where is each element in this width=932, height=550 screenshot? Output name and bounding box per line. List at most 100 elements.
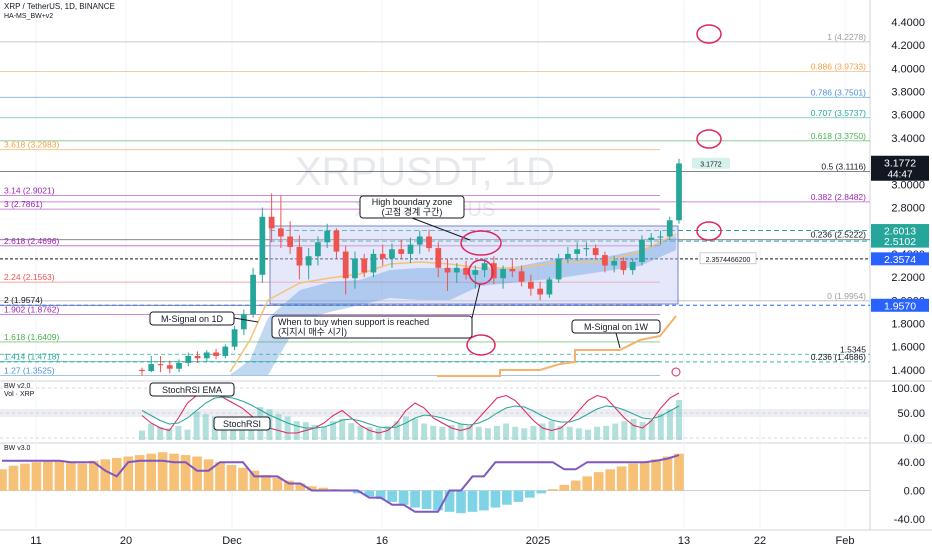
candle-body <box>592 248 599 256</box>
candle-body <box>629 262 636 271</box>
candle-body <box>389 249 395 259</box>
bw-bar <box>31 462 42 491</box>
candle-body <box>333 230 340 252</box>
fib-left-label: 1.27 (1.3525) <box>4 365 55 375</box>
msignal-1w-line <box>437 315 677 377</box>
volume-bar <box>439 426 446 440</box>
stoch-y-tick: 50.00 <box>897 408 925 420</box>
volume-bar <box>202 414 209 440</box>
bw-bar <box>525 490 535 498</box>
axes-layer: 4.40004.20004.00003.80003.60003.40003.20… <box>30 17 929 547</box>
volume-bar <box>302 422 309 440</box>
bw-bar <box>616 466 627 491</box>
bw-bar <box>54 460 65 491</box>
fib-left-label: 2.618 (2.4696) <box>4 236 59 246</box>
fib-right-label: 0 (1.9954) <box>827 291 866 301</box>
stoch-series-1 <box>141 396 680 429</box>
bw-y-tick: -40.00 <box>894 514 925 526</box>
candle-body <box>583 248 590 250</box>
bw-bar <box>639 462 650 491</box>
stoch-y-tick: 100.00 <box>891 383 925 395</box>
candle-body <box>611 260 618 266</box>
bw-bar <box>134 455 145 491</box>
candle-body <box>676 163 682 221</box>
circle-target-236 <box>696 221 722 241</box>
bw-bar <box>387 490 397 502</box>
indicator-header: HA-MS_BW+v2 <box>4 13 53 20</box>
candle-body <box>231 329 238 347</box>
bw-bar <box>226 465 237 491</box>
stoch-series-0 <box>141 389 680 434</box>
bw-bar <box>559 484 570 491</box>
candle-body <box>222 346 229 356</box>
candle-body <box>426 236 432 249</box>
bw-pane: BW v3.0 <box>0 445 870 514</box>
candle-body <box>657 236 664 238</box>
fib-right-label: 0.5 (3.1116) <box>821 161 866 171</box>
bw-bar <box>433 490 443 511</box>
candle-body <box>139 369 145 372</box>
volume-bar <box>657 414 664 440</box>
volume-bar <box>648 420 655 440</box>
bw-bar <box>0 469 7 491</box>
bw-bar <box>547 489 558 491</box>
x-tick-label: 20 <box>120 535 132 547</box>
buy-zone-text-1: When to buy when support is reached <box>278 317 429 327</box>
msignal-cloud <box>230 236 676 375</box>
bw-bar <box>123 456 134 491</box>
bw2-title: BW v2.0 <box>4 383 31 390</box>
bw-bar <box>582 476 593 491</box>
volume-bar <box>503 423 510 440</box>
volume-bar <box>348 423 355 440</box>
stoch-text: StochRSI <box>223 419 261 429</box>
bw-bar <box>375 490 386 500</box>
volume-bar <box>321 426 328 440</box>
bw-bar <box>398 490 409 505</box>
candle-body <box>463 267 469 275</box>
price-tag-box <box>871 298 929 312</box>
extra-level-label: 1.5345 <box>840 344 866 354</box>
bw-bar <box>261 474 271 491</box>
fib-right-label: 0.786 (3.7501) <box>811 87 866 97</box>
candle-body <box>361 258 368 273</box>
volume-bar <box>521 428 528 440</box>
candle-body <box>166 365 173 369</box>
msignal-1d-pointer <box>233 317 259 323</box>
candle-body <box>296 246 303 266</box>
candle-body <box>648 237 655 240</box>
volume-bar <box>484 428 491 440</box>
bw-bar <box>20 463 30 491</box>
watermark-symbol: XRPUSDT, 1D <box>295 150 555 194</box>
volume-bar <box>639 422 646 440</box>
fib-left-label: 3 (2.7861) <box>4 199 43 209</box>
candle-body <box>472 270 479 275</box>
fib-right-label: 1 (4.2278) <box>827 32 866 42</box>
bw-bar <box>352 490 363 494</box>
bw-bar <box>272 477 283 491</box>
buy-zone-pointer <box>471 283 481 319</box>
bw-bar <box>146 453 156 491</box>
y-tick-label: 1.8000 <box>891 318 925 330</box>
bw-bar <box>467 490 478 512</box>
volume-bar <box>184 429 191 440</box>
stoch-ema-box <box>149 382 235 397</box>
circle-low <box>466 334 496 356</box>
dashed-level-box <box>699 252 757 265</box>
fib-right-label: 0.707 (3.5737) <box>811 108 866 118</box>
volume-bar <box>293 421 300 440</box>
candle-body <box>666 220 673 237</box>
volume-bar <box>512 426 519 440</box>
current-price-box <box>871 155 929 181</box>
volume-bar <box>230 423 237 440</box>
y-tick-label: 4.4000 <box>891 17 925 29</box>
volume-bar <box>493 425 500 440</box>
bw-bar <box>249 470 260 491</box>
bw-bar <box>192 456 202 491</box>
bw-bar <box>180 455 191 491</box>
volume-bar <box>421 423 428 440</box>
fib-left-label: 1.902 (1.8762) <box>4 305 59 315</box>
price-tag-box <box>871 252 929 266</box>
msignal-1d-text: M-Signal on 1D <box>161 314 224 324</box>
candle-body <box>407 244 414 254</box>
bw-bar <box>651 459 661 491</box>
